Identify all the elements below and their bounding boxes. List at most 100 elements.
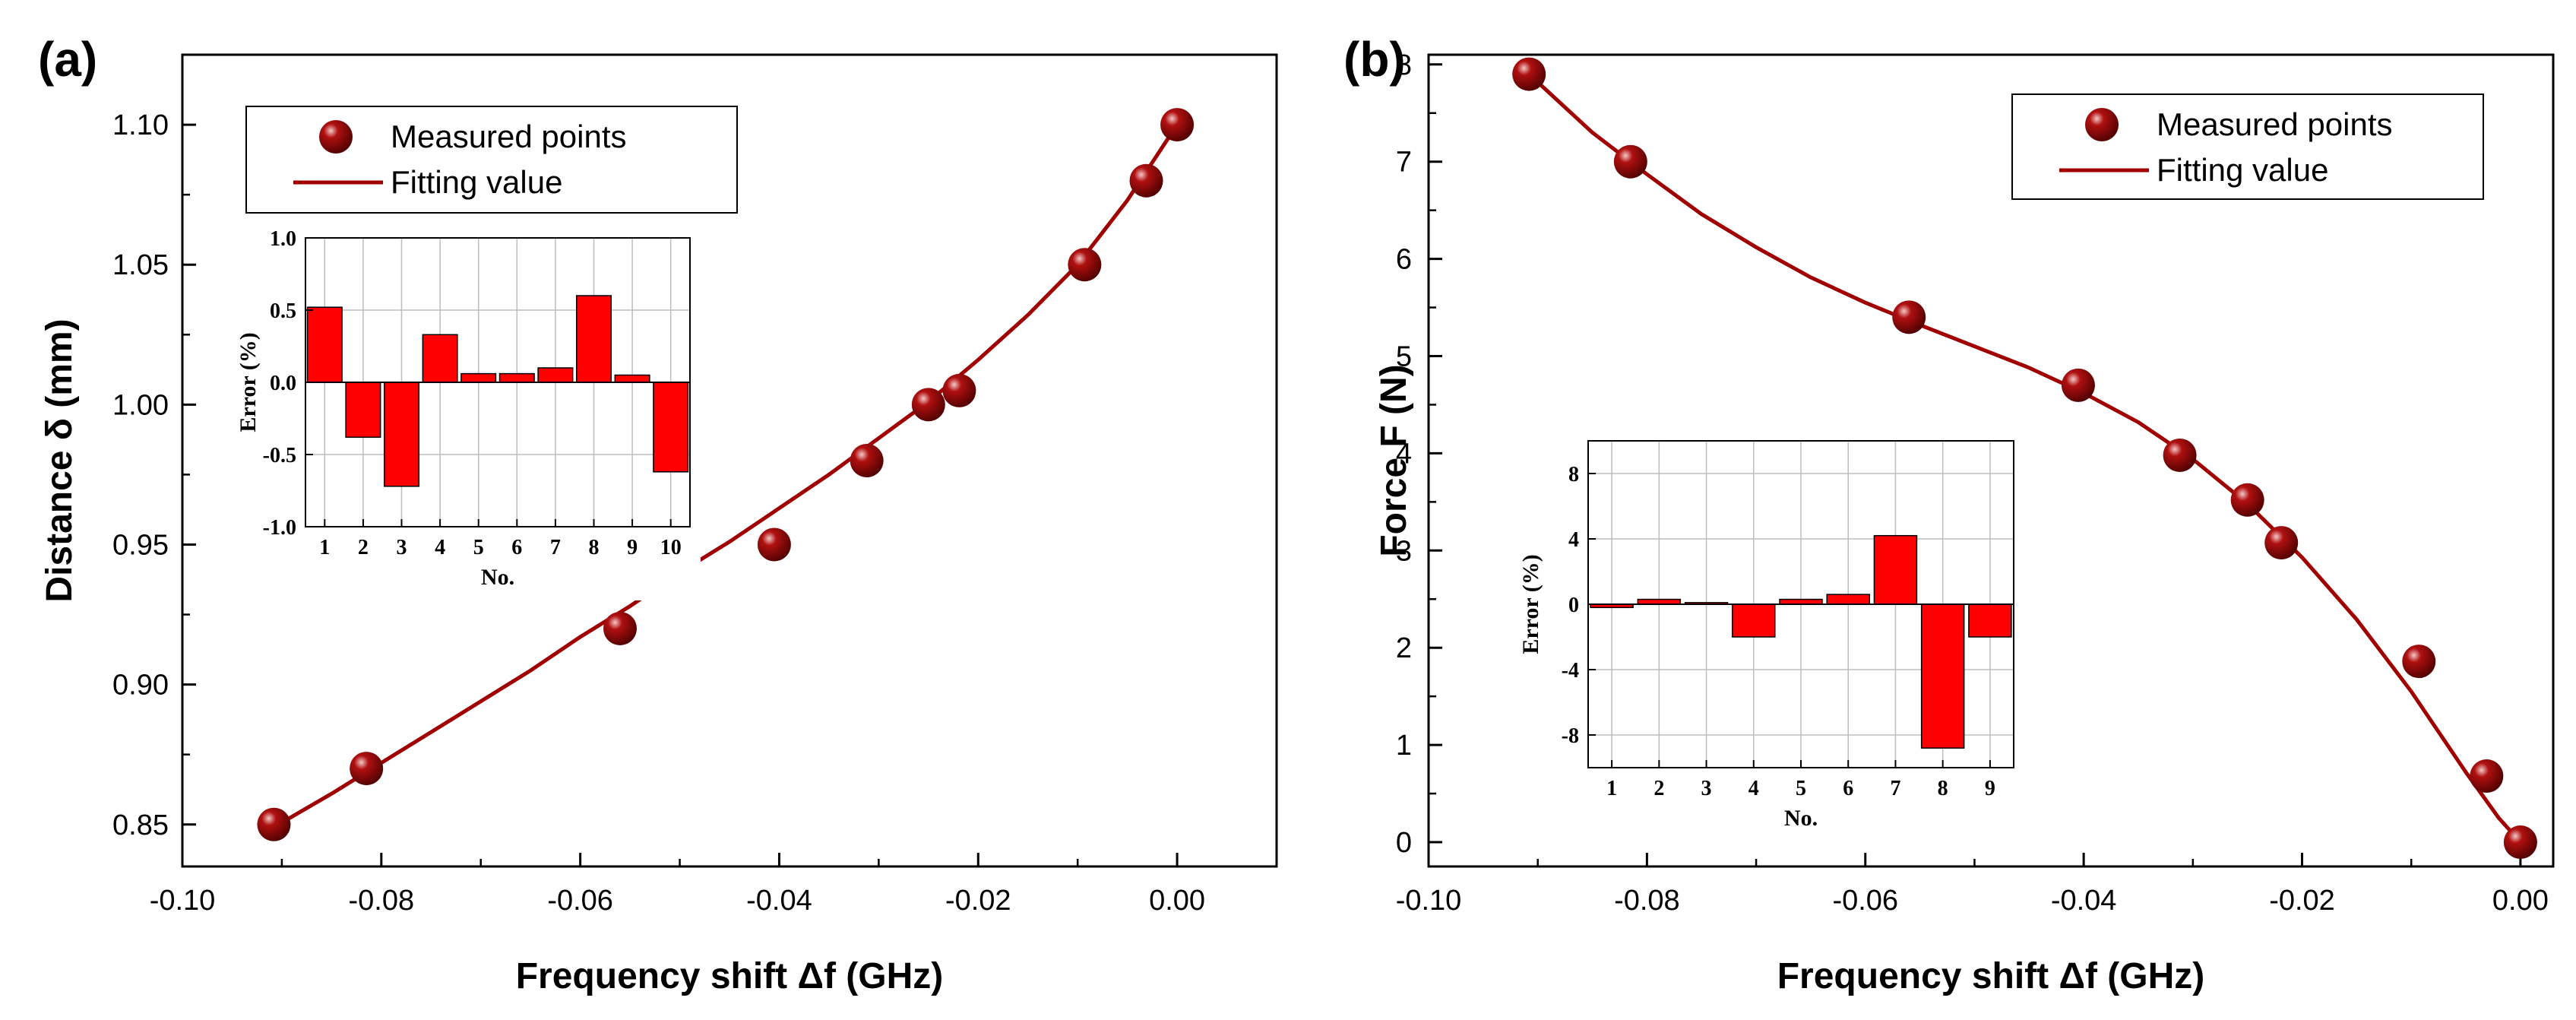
legend-marker — [2085, 108, 2119, 141]
y-tick-label: 3 — [1396, 535, 1412, 567]
y-axis-label: Distance δ (mm) — [40, 318, 80, 602]
inset-bar — [1920, 603, 1965, 749]
legend: Measured points Fitting value — [245, 106, 738, 214]
inset-y-axis-label: Error (%) — [236, 332, 261, 432]
inset-bar — [345, 382, 381, 438]
measured-point — [1160, 108, 1195, 142]
fitting-value-line — [1527, 72, 2522, 844]
inset-y-tick-label: 0.0 — [270, 372, 296, 395]
panel-label: (a) — [38, 32, 97, 87]
y-tick-label: 4 — [1396, 438, 1412, 470]
measured-point — [911, 388, 945, 422]
measured-point — [603, 611, 637, 645]
measured-point — [2503, 825, 2537, 860]
y-tick-label: 0.85 — [112, 809, 169, 841]
measured-point — [350, 752, 384, 786]
y-tick-label: 8 — [1396, 49, 1412, 81]
measured-point — [1068, 248, 1102, 282]
inset-x-tick-label: 8 — [1938, 777, 1948, 800]
inset-x-tick-label: 1 — [1606, 777, 1617, 800]
legend: Measured points Fitting value — [2011, 93, 2484, 200]
inset-y-tick-label: 0 — [1568, 594, 1579, 617]
measured-point — [1129, 163, 1163, 198]
inset-x-tick-label: 9 — [627, 536, 638, 559]
inset-y-tick-label: 1.0 — [270, 227, 296, 251]
y-tick-label: 1.10 — [112, 109, 169, 141]
inset-x-axis-label: No. — [481, 565, 514, 590]
inset-bar — [614, 374, 650, 383]
inset-bar — [653, 382, 689, 473]
y-axis-label: Force F (N) — [1374, 364, 1414, 556]
inset-x-tick-label: 8 — [589, 536, 600, 559]
inset-y-tick-label: 4 — [1568, 528, 1579, 552]
x-axis-label: Frequency shift Δf (GHz) — [516, 956, 944, 996]
x-tick-label: -0.02 — [945, 885, 1011, 917]
legend-entry-fitting: Fitting value — [391, 164, 562, 200]
inset-bar — [306, 306, 343, 383]
inset-x-tick-label: 2 — [1654, 777, 1664, 800]
x-tick-label: -0.04 — [2051, 885, 2117, 917]
y-tick-label: 1 — [1396, 730, 1412, 762]
y-tick-label: 6 — [1396, 244, 1412, 276]
x-tick-label: 0.00 — [2492, 885, 2549, 917]
x-tick-label: -0.10 — [150, 885, 216, 917]
inset-x-tick-label: 3 — [1701, 777, 1712, 800]
legend-entry-measured: Measured points — [391, 119, 627, 154]
y-tick-label: 0.90 — [112, 670, 169, 702]
plot-frame — [1427, 53, 2555, 868]
inset-y-tick-label: 0.5 — [270, 299, 296, 323]
measured-point — [1512, 57, 1546, 91]
x-tick-label: 0.00 — [1149, 885, 1205, 917]
inset-y-tick-label: -8 — [1562, 724, 1579, 748]
y-tick-label: 1.05 — [112, 249, 169, 281]
inset-x-tick-label: 5 — [473, 536, 484, 559]
inset-x-tick-label: 2 — [358, 536, 369, 559]
measured-point — [1613, 144, 1647, 179]
inset-bar — [575, 295, 612, 383]
x-tick-label: -0.08 — [349, 885, 415, 917]
x-tick-label: -0.04 — [746, 885, 812, 917]
inset-bar — [1968, 603, 2012, 638]
x-axis-label: Frequency shift Δf (GHz) — [1777, 956, 2205, 996]
legend-marker — [319, 120, 353, 154]
inset-bar — [498, 372, 535, 383]
legend-entry-measured: Measured points — [2157, 106, 2393, 142]
measured-point — [2061, 368, 2095, 402]
legend-entry-fitting: Fitting value — [2157, 152, 2328, 188]
inset-bar — [383, 382, 420, 487]
measured-point — [2402, 645, 2436, 679]
measured-point — [2470, 759, 2504, 794]
measured-point — [942, 373, 976, 407]
inset-bar — [1873, 534, 1918, 605]
inset-y-axis-label: Error (%) — [1518, 554, 1543, 654]
inset-y-tick-label: -1.0 — [263, 516, 296, 540]
plot-frame — [181, 53, 1278, 868]
inset-bar — [422, 334, 458, 383]
measured-point — [2264, 526, 2299, 560]
inset-x-tick-label: 6 — [511, 536, 522, 559]
y-tick-label: 7 — [1396, 147, 1412, 179]
inset-x-tick-label: 4 — [1748, 777, 1759, 800]
inset-x-tick-label: 7 — [1890, 777, 1900, 800]
x-tick-label: -0.02 — [2269, 885, 2335, 917]
x-tick-label: -0.08 — [1614, 885, 1680, 917]
measured-point — [2230, 483, 2264, 517]
inset-x-tick-label: 1 — [319, 536, 330, 559]
panel-a: (a) -0.10 -0.08 -0.06 -0.04 -0.02 0.00 0.85 0.90… — [38, 32, 1278, 996]
measured-point — [850, 444, 884, 477]
y-tick-label: 0.95 — [112, 529, 169, 561]
measured-point — [757, 527, 791, 562]
inset-x-tick-label: 4 — [435, 536, 445, 559]
x-tick-label: -0.10 — [1396, 885, 1462, 917]
inset-y-tick-label: -4 — [1562, 659, 1579, 683]
measured-point — [1892, 300, 1926, 334]
inset-bar — [460, 372, 497, 383]
fitting-value-line — [273, 123, 1179, 829]
y-tick-label: 5 — [1396, 341, 1412, 373]
inset-x-tick-label: 5 — [1796, 777, 1806, 800]
inset-background — [237, 234, 701, 600]
measured-point — [257, 807, 291, 841]
inset-y-tick-label: -0.5 — [263, 444, 296, 467]
